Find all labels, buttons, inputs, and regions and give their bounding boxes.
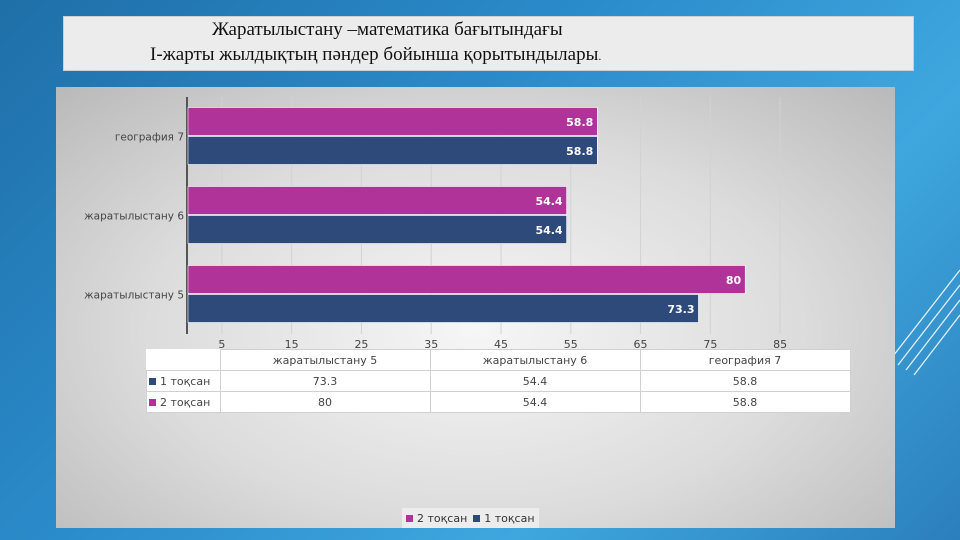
x-tick-label: 75: [703, 338, 717, 349]
bar-data-label: 54.4: [535, 224, 562, 237]
chart-data-table: жаратылыстану 5 жаратылыстану 6 географи…: [146, 349, 851, 413]
bar-data-label: 58.8: [566, 116, 593, 129]
legend-item: 2 тоқсан: [406, 512, 467, 525]
series1-swatch: [149, 378, 156, 385]
data-table-header-row: жаратылыстану 5 жаратылыстану 6 географи…: [146, 349, 851, 371]
data-table-cell: 58.8: [639, 391, 851, 413]
data-table-row: 1 тоқсан 73.3 54.4 58.8: [146, 370, 851, 392]
bar: [187, 107, 598, 136]
data-table-cell: 54.4: [429, 370, 641, 392]
bar: [187, 294, 699, 323]
bar-data-label: 73.3: [667, 303, 694, 316]
slide-title-box: Жаратылыстану –математика бағытындағы І-…: [63, 16, 914, 71]
legend-item: 1 тоқсан: [473, 511, 535, 525]
slide-title-line2: І-жарты жылдықтың пәндер бойынша қорытын…: [150, 44, 601, 66]
x-tick-label: 45: [494, 338, 508, 349]
data-table-cell: 58.8: [639, 370, 851, 392]
data-table-cell: 80: [219, 391, 431, 413]
data-table-col-header: география 7: [639, 349, 851, 371]
series1-name: 1 тоқсан: [160, 374, 211, 388]
bar-data-label: 80: [726, 274, 742, 287]
data-table-corner: [146, 349, 221, 371]
legend-swatch-series1: [473, 514, 481, 522]
series2-name: 2 тоқсан: [160, 395, 211, 409]
data-table-cell: 54.4: [429, 391, 641, 413]
x-tick-label: 35: [424, 338, 438, 349]
decorative-lines: [890, 269, 960, 376]
y-category-label: жаратылыстану 5: [84, 290, 184, 302]
x-tick-label: 65: [634, 338, 648, 349]
data-table-cell: 73.3: [219, 370, 431, 392]
bar: [187, 215, 567, 244]
x-tick-label: 15: [285, 338, 299, 349]
y-category-label: жаратылыстану 6: [84, 211, 184, 223]
bar-chart: 5 15 25 35 45 55 65 75 85 жаратылыстану 5 80 73.3 жа…: [84, 97, 787, 349]
bar: [187, 265, 746, 294]
x-tick-label: 85: [773, 338, 787, 349]
data-table-col-header: жаратылыстану 5: [219, 349, 431, 371]
series2-swatch: [149, 399, 156, 406]
legend-label: 2 тоқсан: [417, 511, 468, 525]
data-table-col-header: жаратылыстану 6: [429, 349, 641, 371]
bar: [187, 186, 567, 215]
bar-data-label: 54.4: [535, 195, 562, 208]
bar: [187, 136, 598, 165]
data-table-row-header: 2 тоқсан: [146, 391, 221, 413]
slide-title-line1: Жаратылыстану –математика бағытындағы: [212, 19, 563, 40]
slide-title-line2-tail: .: [598, 49, 602, 63]
slide-title-line2-text: І-жарты жылдықтың пәндер бойынша қорытын…: [150, 44, 599, 65]
x-tick-label: 5: [218, 338, 225, 349]
data-table-row: 2 тоқсан 80 54.4 58.8: [146, 391, 851, 413]
legend-swatch-series2: [406, 514, 413, 522]
x-tick-label: 25: [354, 338, 368, 349]
y-category-label: география 7: [115, 132, 184, 144]
x-tick-label: 55: [564, 338, 578, 349]
chart-area: 5 15 25 35 45 55 65 75 85 жаратылыстану 5 80 73.3 жа…: [56, 87, 895, 528]
bar-data-label: 58.8: [566, 145, 593, 158]
chart-legend: 2 тоқсан 1 тоқсан: [402, 508, 539, 528]
legend-label: 1 тоқсан: [484, 511, 535, 525]
data-table-row-header: 1 тоқсан: [146, 370, 221, 392]
